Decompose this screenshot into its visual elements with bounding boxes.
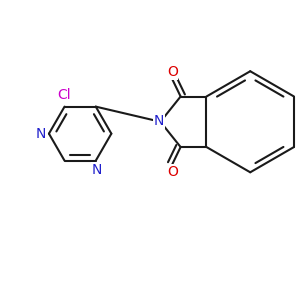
Text: N: N	[154, 114, 164, 128]
Text: N: N	[92, 163, 102, 177]
Text: N: N	[35, 127, 46, 141]
Text: O: O	[167, 165, 178, 179]
Text: O: O	[167, 65, 178, 79]
Text: Cl: Cl	[58, 88, 71, 102]
